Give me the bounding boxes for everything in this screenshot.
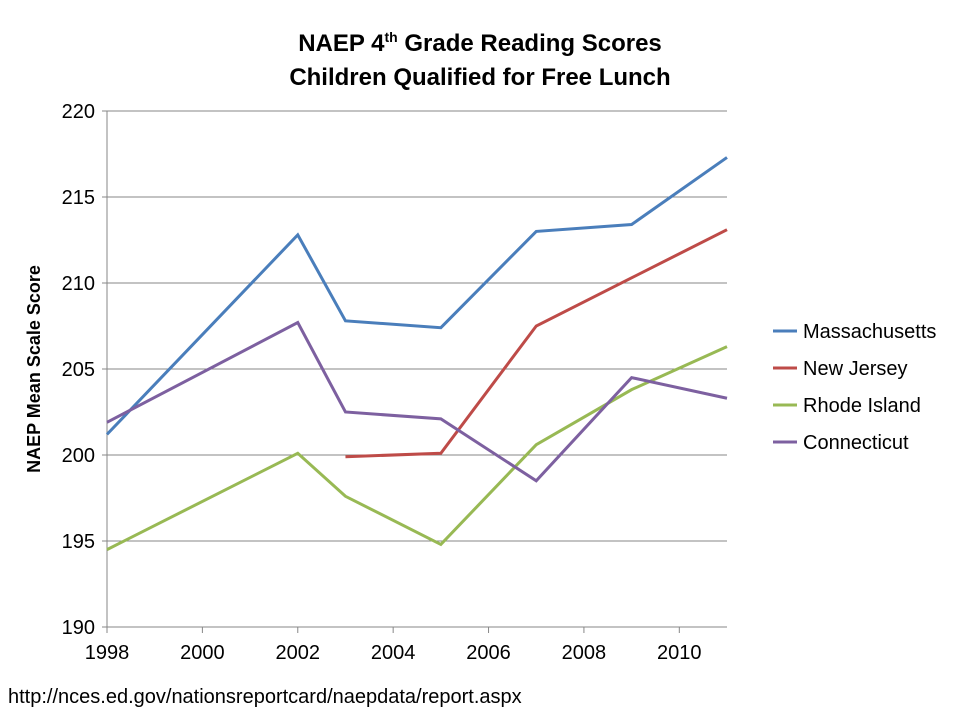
x-tick-label: 2010 bbox=[657, 642, 702, 664]
series-line-connecticut bbox=[106, 320, 728, 483]
y-tick-label: 195 bbox=[62, 531, 95, 553]
title-superscript: th bbox=[384, 29, 398, 45]
legend-label: New Jersey bbox=[803, 358, 907, 380]
chart-title: NAEP 4th Grade Reading Scores Children Q… bbox=[230, 20, 730, 95]
y-tick-label: 210 bbox=[62, 273, 95, 295]
y-tick-label: 220 bbox=[62, 101, 95, 123]
y-tick-label: 205 bbox=[62, 359, 95, 381]
source-url: http://nces.ed.gov/nationsreportcard/nae… bbox=[8, 686, 522, 708]
title-line-2: Children Qualified for Free Lunch bbox=[289, 64, 671, 91]
legend-label: Massachusetts bbox=[803, 321, 936, 343]
title-line-1: NAEP 4th Grade Reading Scores bbox=[230, 20, 730, 61]
legend-label: Rhode Island bbox=[803, 395, 921, 417]
y-tick-label: 200 bbox=[62, 445, 95, 467]
x-tick-label: 2008 bbox=[562, 642, 607, 664]
series-line-rhode-island bbox=[106, 345, 728, 551]
y-tick-label: 190 bbox=[62, 617, 95, 639]
series-line-new-jersey bbox=[345, 228, 728, 459]
title-prefix: NAEP 4 bbox=[298, 30, 385, 57]
x-tick-label: 2004 bbox=[371, 642, 416, 664]
legend-label: Connecticut bbox=[803, 432, 909, 454]
title-suffix: Grade Reading Scores bbox=[397, 30, 662, 57]
y-tick-label: 215 bbox=[62, 187, 95, 209]
x-tick-label: 2002 bbox=[276, 642, 321, 664]
x-tick-label: 2006 bbox=[466, 642, 511, 664]
series-line-massachusetts bbox=[105, 156, 728, 436]
x-tick-label: 1998 bbox=[85, 642, 130, 664]
y-axis-label: NAEP Mean Scale Score bbox=[24, 265, 44, 473]
x-tick-label: 2000 bbox=[180, 642, 225, 664]
